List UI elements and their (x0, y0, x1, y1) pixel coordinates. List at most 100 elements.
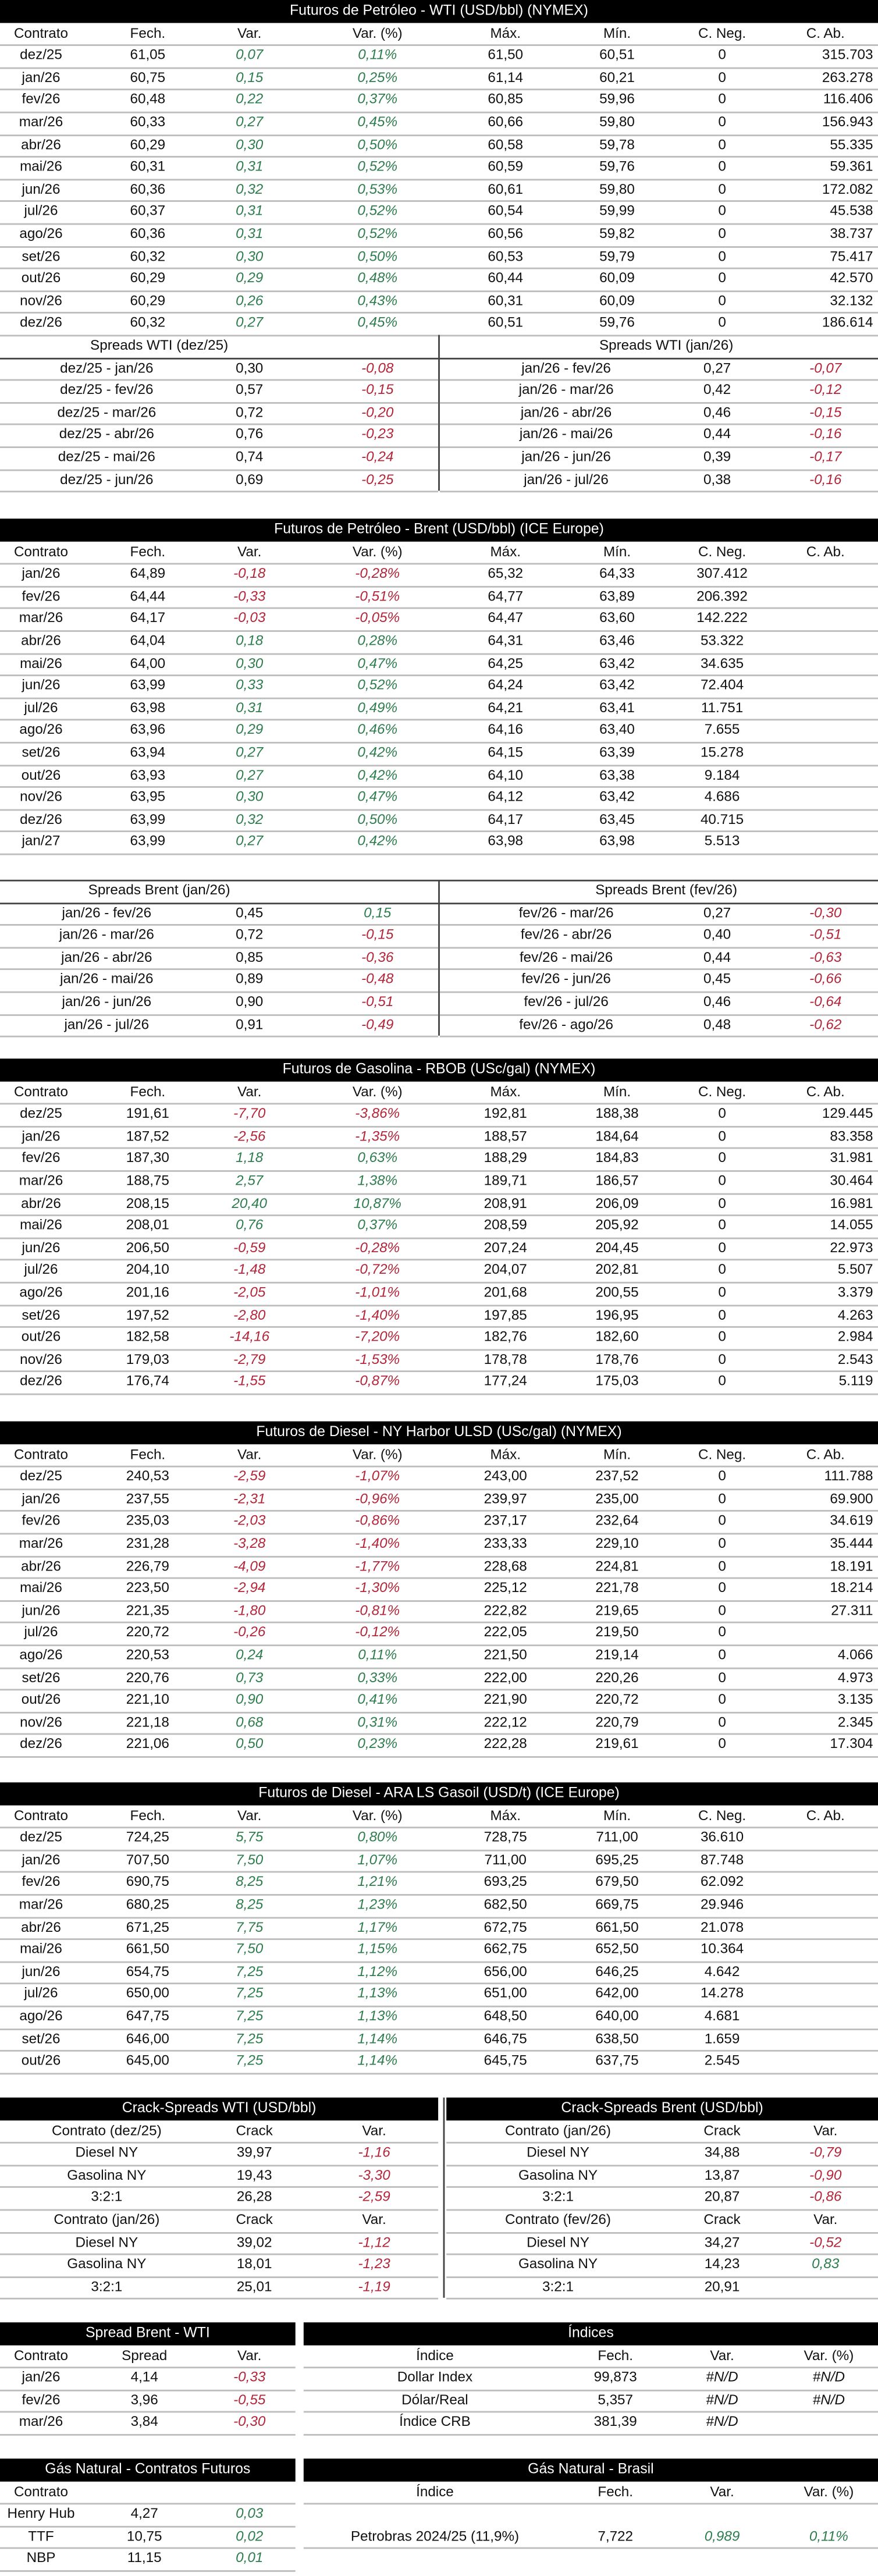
row-rule (0, 1259, 878, 1262)
cell-text: 0,39 (703, 448, 731, 465)
cell-text: 175,03 (595, 1372, 639, 1390)
row-rule (0, 491, 439, 493)
row-rule (0, 178, 878, 180)
cell-text: 646,00 (126, 2029, 169, 2046)
cell-text: 60,36 (130, 225, 166, 241)
section-title: Gás Natural - Contratos Futuros (0, 2458, 296, 2481)
cell-text: 0,72 (236, 926, 264, 943)
cell-text: 64,21 (488, 698, 524, 715)
cell-text: 64,25 (488, 654, 524, 671)
cell-text: 14.278 (700, 1984, 744, 2002)
cell-text: Contrato (fev/26) (505, 2211, 611, 2227)
cell-text: 200,55 (595, 1283, 639, 1300)
cell-text: 645,75 (484, 2052, 527, 2069)
cell-text: ago/26 (19, 2007, 63, 2024)
cell-text: 220,72 (595, 1690, 639, 1707)
row-rule (303, 2389, 878, 2391)
cell-text: 19,43 (236, 2166, 272, 2183)
cell-text: 0,18 (236, 631, 264, 648)
row-rule (446, 2164, 878, 2166)
row-rule (0, 1214, 878, 1217)
row-rule (446, 2231, 878, 2233)
cell-text: 228,68 (484, 1557, 527, 1573)
row-rule (439, 991, 878, 993)
cell-text: 0,27 (703, 904, 731, 921)
row-rule (0, 674, 878, 677)
cell-text: 682,50 (484, 1895, 527, 1912)
row-rule (446, 2253, 878, 2255)
cell-text: Diesel NY (527, 2233, 589, 2250)
cell-text: -0,64 (809, 993, 842, 1010)
cell-text: jul/26 (24, 698, 58, 715)
row-rule (0, 2503, 296, 2505)
cell-text: 0,25% (357, 68, 398, 85)
cell-text: 0,91 (236, 1015, 264, 1032)
cell-text: Var. (%) (804, 2482, 854, 2499)
cell-text: -14,16 (229, 1328, 270, 1345)
cell-text: 0 (718, 1467, 726, 1484)
cell-text: 7,25 (236, 2007, 264, 2024)
row-rule (0, 2142, 439, 2144)
row-rule (439, 1013, 878, 1015)
cell-text: -0,86 (809, 2188, 842, 2205)
row-rule (303, 2547, 878, 2550)
cell-text: out/26 (21, 1328, 61, 1345)
cell-text: 59,99 (599, 202, 635, 219)
cell-text: 38.737 (830, 225, 873, 241)
cell-text: 64,89 (130, 564, 166, 581)
cell-text: 177,24 (484, 1372, 527, 1390)
cell-text: 0 (718, 269, 726, 286)
cell-text: C. Neg. (698, 1082, 747, 1099)
cell-text: 231,28 (126, 1534, 169, 1551)
cell-text: 187,30 (126, 1149, 169, 1166)
cell-text: 220,72 (126, 1623, 169, 1640)
row-rule (0, 133, 878, 136)
cell-text: 60,29 (130, 135, 166, 152)
cell-text: 5.513 (704, 832, 740, 850)
cell-text: 239,97 (484, 1490, 527, 1506)
cell-text: 17.304 (830, 1735, 873, 1752)
cell-text: 60,54 (488, 202, 524, 219)
cell-text: 87.748 (700, 1850, 744, 1867)
cell-text: dez/25 (20, 46, 62, 63)
cell-text: 55.335 (830, 135, 873, 152)
cell-text: -4,09 (233, 1557, 266, 1573)
cell-text: -0,51 (361, 993, 394, 1010)
cell-text: 0 (718, 1372, 726, 1390)
cell-text: 0,27 (236, 743, 264, 760)
cell-text: 220,79 (595, 1712, 639, 1730)
cell-text: 63,38 (599, 765, 635, 783)
cell-text: 221,90 (484, 1690, 527, 1707)
row-rule (0, 763, 878, 766)
cell-text: 0 (718, 1149, 726, 1166)
section-title: Futuros de Diesel - NY Harbor ULSD (USc/… (0, 1421, 878, 1444)
row-rule (446, 2209, 878, 2211)
cell-text: -7,20% (355, 1328, 400, 1345)
cell-text: 10,75 (126, 2527, 162, 2544)
cell-text: 221,10 (126, 1690, 169, 1707)
cell-text: 1,15% (357, 1940, 398, 1957)
cell-text: -1,12 (358, 2233, 390, 2250)
cell-text: -1,01% (355, 1283, 400, 1300)
row-rule (0, 1510, 878, 1512)
cell-text: 3.135 (837, 1690, 873, 1707)
cell-text: 25,01 (236, 2277, 272, 2294)
cell-text: 60,56 (488, 225, 524, 241)
cell-text: -3,30 (358, 2166, 390, 2183)
cell-text: abr/26 (21, 1193, 61, 1211)
cell-text: -0,51% (355, 587, 400, 604)
row-rule (0, 290, 878, 292)
cell-text: 0 (718, 1557, 726, 1573)
cell-text: jan/26 - jul/26 (64, 1015, 150, 1032)
cell-text: 64,47 (488, 609, 524, 626)
cell-text: 196,95 (595, 1305, 639, 1322)
cell-text: -0,49 (361, 1015, 394, 1032)
cell-text: Spread (122, 2346, 168, 2363)
cell-text: 192,81 (484, 1104, 527, 1121)
row-rule (0, 1689, 878, 1691)
cell-text: 1,23% (357, 1895, 398, 1912)
cell-text: Var. (237, 23, 262, 41)
row-rule (0, 401, 439, 404)
cell-text: 11,15 (127, 2549, 162, 2566)
row-rule (0, 1170, 878, 1172)
